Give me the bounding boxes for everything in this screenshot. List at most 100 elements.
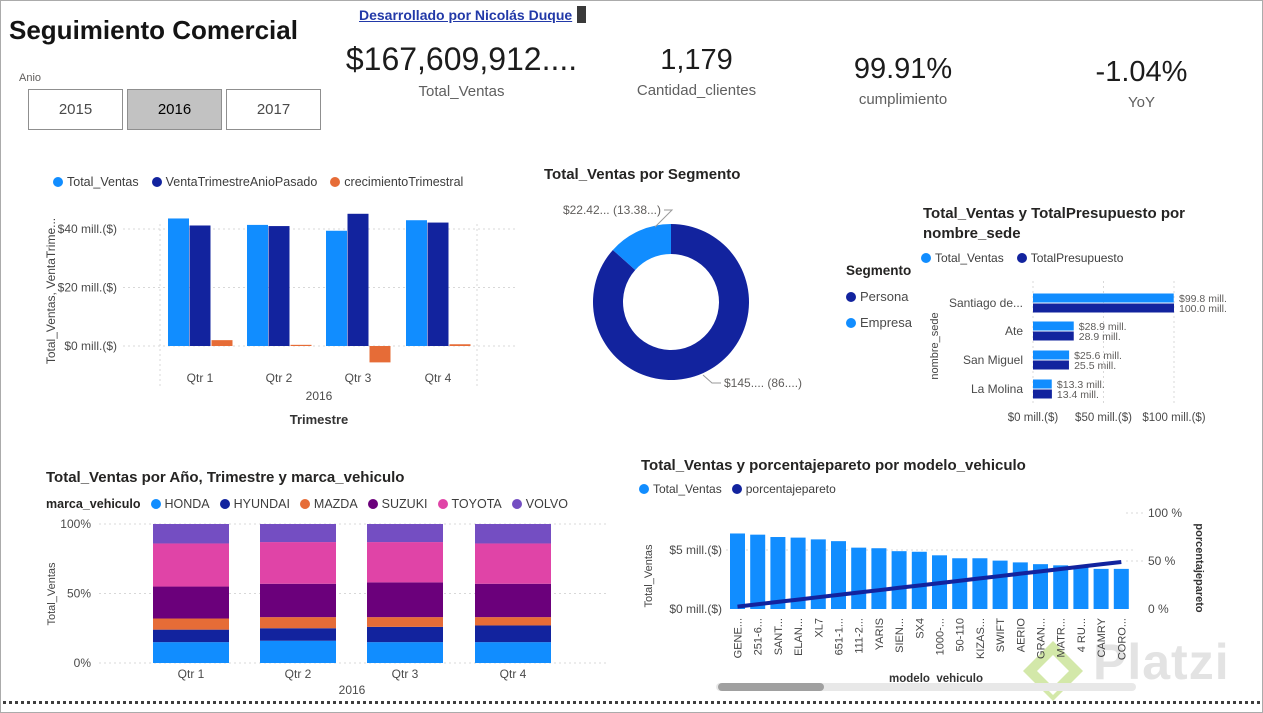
presupuesto-bar[interactable]	[1033, 331, 1074, 341]
kpi-value: -1.04%	[1095, 56, 1188, 88]
kpi-label: Cantidad_clientes	[636, 82, 757, 99]
bar[interactable]	[369, 346, 391, 363]
bar[interactable]	[168, 218, 189, 346]
stack-segment-toyota[interactable]	[475, 543, 551, 584]
stack-segment-honda[interactable]	[260, 640, 336, 663]
legend-item[interactable]: HONDA	[150, 497, 210, 511]
stack-segment-suzuki[interactable]	[260, 583, 336, 618]
donut-slice-persona[interactable]	[593, 224, 749, 380]
legend-item[interactable]: HYUNDAI	[219, 497, 290, 511]
pareto-hscrollbar-thumb[interactable]	[718, 683, 824, 691]
stack-segment-honda[interactable]	[367, 642, 443, 663]
stack-segment-toyota[interactable]	[153, 543, 229, 587]
pareto-bar[interactable]	[1073, 567, 1089, 609]
donut-slice-empresa[interactable]	[612, 224, 671, 270]
legend-dot	[299, 499, 310, 509]
pareto-bar[interactable]	[1113, 568, 1129, 609]
axis-label: 100%	[60, 517, 91, 531]
pareto-bar[interactable]	[750, 534, 766, 609]
stack-segment-volvo[interactable]	[260, 524, 336, 543]
presupuesto-bar[interactable]	[1033, 389, 1052, 399]
legend-item[interactable]: Total_Ventas	[53, 175, 139, 189]
stack-segment-volvo[interactable]	[367, 524, 443, 543]
ventas-bar[interactable]	[1033, 293, 1174, 303]
pareto-bar[interactable]	[952, 558, 968, 609]
stack-segment-suzuki[interactable]	[367, 582, 443, 618]
legend-item[interactable]: TotalPresupuesto	[1016, 251, 1123, 265]
bar[interactable]	[247, 224, 268, 346]
pareto-bar[interactable]	[790, 537, 806, 609]
pareto-bar[interactable]	[770, 537, 786, 609]
pareto-line[interactable]	[737, 559, 1122, 609]
legend-item[interactable]: VOLVO	[511, 497, 568, 511]
pareto-bar[interactable]	[1093, 568, 1109, 609]
stack-segment-volvo[interactable]	[153, 524, 229, 544]
stack-segment-honda[interactable]	[475, 642, 551, 663]
bar[interactable]	[427, 222, 449, 346]
presupuesto-bar[interactable]	[1033, 303, 1174, 313]
pareto-bar[interactable]	[1033, 564, 1048, 609]
presupuesto-bar[interactable]	[1033, 360, 1069, 370]
bar[interactable]	[268, 226, 290, 346]
stack-segment-mazda[interactable]	[367, 617, 443, 627]
stack-segment-volvo[interactable]	[475, 524, 551, 544]
ventas-bar[interactable]	[1033, 350, 1070, 360]
stack-segment-mazda[interactable]	[153, 618, 229, 630]
legend-item[interactable]: TOYOTA	[437, 497, 502, 511]
pareto-bar[interactable]	[1012, 562, 1028, 609]
bar[interactable]	[189, 225, 211, 346]
bar[interactable]	[290, 344, 312, 346]
legend-item[interactable]: SUZUKI	[367, 497, 428, 511]
y-axis-title: Total_Ventas, VentaTrime...	[44, 218, 58, 364]
stack-segment-honda[interactable]	[153, 642, 229, 663]
legend-item[interactable]: Total_Ventas	[921, 251, 1004, 265]
stack-segment-mazda[interactable]	[260, 617, 336, 629]
pareto-bar[interactable]	[851, 547, 867, 609]
slicer-button-2017[interactable]: 2017	[226, 89, 321, 130]
pareto-bar[interactable]	[730, 533, 745, 609]
label-connector	[654, 209, 674, 228]
value-label: 13.4 mill.	[1057, 389, 1099, 401]
axis-label: ELAN...	[793, 618, 805, 656]
legend-dot	[921, 253, 931, 263]
stack-segment-suzuki[interactable]	[153, 586, 229, 619]
stack-segment-hyundai[interactable]	[153, 629, 229, 643]
slicer-button-2016[interactable]: 2016	[127, 89, 222, 130]
stack-segment-mazda[interactable]	[475, 617, 551, 626]
bar[interactable]	[211, 340, 233, 346]
pareto-bar[interactable]	[831, 541, 846, 609]
slicer-button-2015[interactable]: 2015	[28, 89, 123, 130]
legend-item[interactable]: Empresa	[846, 315, 912, 330]
bar[interactable]	[326, 230, 347, 346]
axis-label: Qtr 4	[425, 371, 452, 385]
bar[interactable]	[406, 220, 427, 346]
stack-segment-hyundai[interactable]	[367, 626, 443, 643]
value-label: $13.3 mill.	[1057, 379, 1105, 391]
pareto-bar[interactable]	[891, 551, 907, 609]
ventas-bar[interactable]	[1033, 379, 1052, 389]
ventas-bar[interactable]	[1033, 321, 1074, 331]
bar[interactable]	[347, 213, 369, 346]
legend-dot	[53, 177, 63, 187]
legend-item[interactable]: porcentajepareto	[731, 482, 836, 496]
legend-item[interactable]: crecimientoTrimestral	[330, 175, 463, 189]
stack-segment-hyundai[interactable]	[475, 625, 551, 643]
bar[interactable]	[449, 344, 471, 346]
legend-item[interactable]: VentaTrimestreAnioPasado	[151, 175, 317, 189]
legend-item[interactable]: Persona	[846, 289, 908, 304]
pareto-bar[interactable]	[992, 560, 1008, 609]
stack-segment-suzuki[interactable]	[475, 583, 551, 618]
pareto-bar[interactable]	[871, 548, 887, 609]
legend-item[interactable]: MAZDA	[299, 497, 358, 511]
credit-link[interactable]: Desarrollado por Nicolás Duque	[359, 7, 573, 23]
pareto-bar[interactable]	[810, 539, 826, 609]
legend-item[interactable]: Total_Ventas	[639, 482, 722, 496]
stack-segment-hyundai[interactable]	[260, 628, 336, 641]
pareto-hscrollbar-track[interactable]	[716, 683, 1136, 691]
pareto-bar[interactable]	[972, 558, 988, 609]
value-label: $99.8 mill.	[1179, 293, 1227, 305]
pareto-bar[interactable]	[1053, 565, 1069, 609]
stack-segment-toyota[interactable]	[367, 542, 443, 583]
pareto-bar[interactable]	[911, 551, 927, 609]
stack-segment-toyota[interactable]	[260, 542, 336, 584]
